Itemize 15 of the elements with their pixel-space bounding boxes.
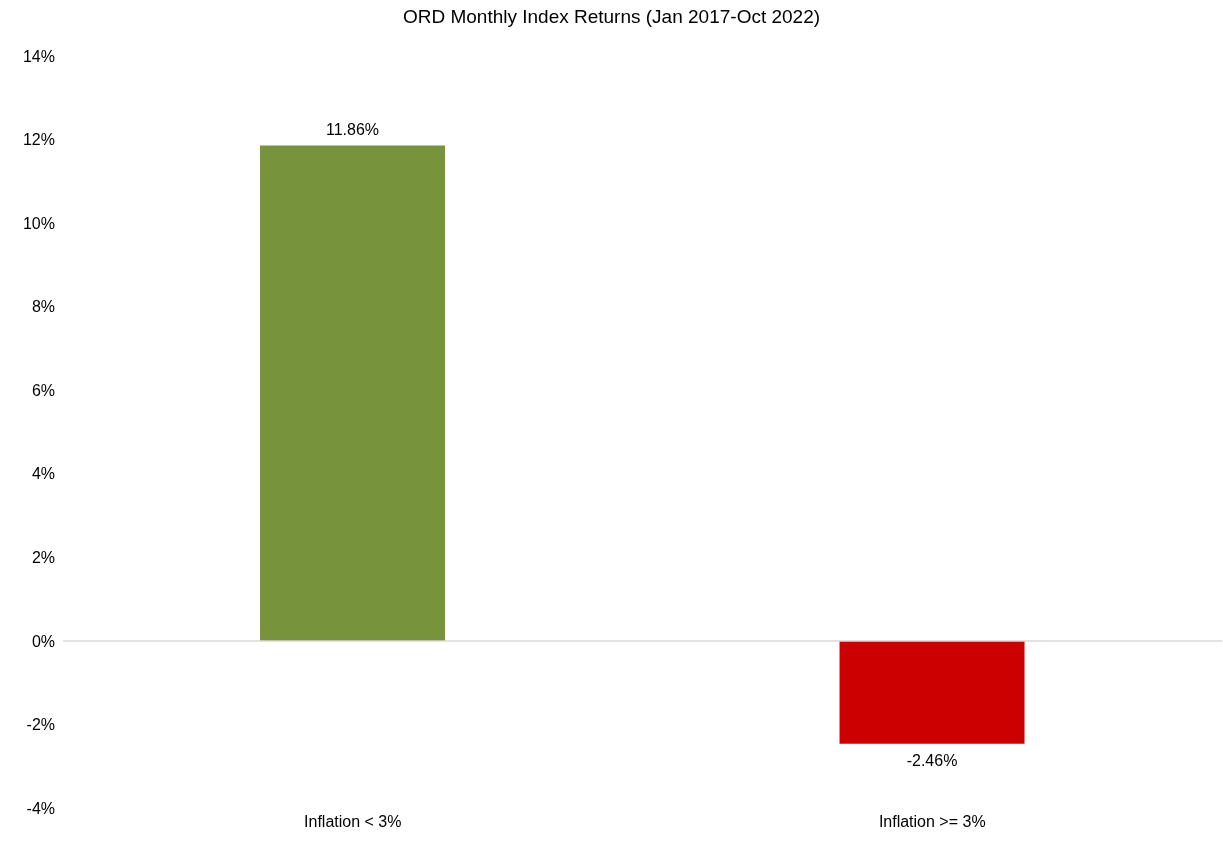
data-label: 11.86% bbox=[325, 121, 380, 139]
y-tick-label: 6% bbox=[31, 381, 55, 399]
y-tick-label: 12% bbox=[22, 131, 55, 149]
y-tick-label: 10% bbox=[22, 214, 55, 232]
y-tick-label: 2% bbox=[31, 549, 55, 567]
y-tick-label: -2% bbox=[26, 716, 55, 734]
y-tick-label: 14% bbox=[22, 47, 55, 65]
data-label: -2.46% bbox=[906, 751, 958, 769]
y-tick-label: 8% bbox=[31, 298, 55, 316]
chart-title: ORD Monthly Index Returns (Jan 2017-Oct 2022) bbox=[401, 6, 822, 28]
x-tick-label: Inflation >= 3% bbox=[878, 813, 986, 831]
y-tick-label: 0% bbox=[31, 632, 55, 650]
x-tick-label: Inflation < 3% bbox=[304, 813, 402, 831]
y-tick-label: 4% bbox=[31, 465, 55, 483]
y-tick-label: -4% bbox=[26, 799, 55, 817]
